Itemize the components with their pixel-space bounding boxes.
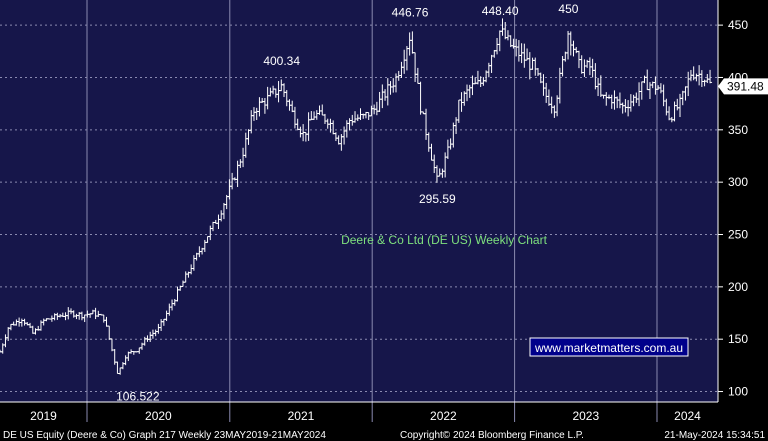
footer-left: DE US Equity (Deere & Co) Graph 217 Week…: [3, 430, 326, 441]
price-annotation: 295.59: [419, 192, 456, 206]
chart-title: Deere & Co Ltd (DE US) Weekly Chart: [341, 233, 548, 247]
watermark-box[interactable]: www.marketmatters.com.au: [529, 337, 689, 357]
x-axis: 2019 2020 2021 2022 2023 2024: [30, 409, 701, 423]
x-tick-label: 2024: [674, 409, 701, 423]
y-tick-label: 200: [728, 280, 748, 294]
y-tick-label: 350: [728, 123, 748, 137]
footer-center: Copyright© 2024 Bloomberg Finance L.P.: [400, 430, 584, 441]
x-tick-label: 2022: [430, 409, 457, 423]
footer-right: 21-May-2024 15:34:51: [664, 430, 765, 441]
x-tick-label: 2023: [572, 409, 599, 423]
y-tick-label: 100: [728, 385, 748, 399]
y-tick-label: 150: [728, 332, 748, 346]
price-annotation: 400.34: [263, 54, 300, 68]
chart-background: [0, 0, 718, 402]
price-annotation: 106.522: [116, 390, 160, 404]
price-annotation: 450: [558, 2, 578, 16]
year-separators: [86, 0, 658, 422]
price-annotation: 448.40: [482, 4, 519, 18]
price-bar: [708, 69, 713, 84]
annotations: 106.522 400.34 446.76 295.59 448.40 450: [116, 2, 579, 404]
y-tick-label: 250: [728, 228, 748, 242]
watermark-url[interactable]: www.marketmatters.com.au: [534, 341, 683, 355]
y-tick-label: 300: [728, 175, 748, 189]
x-tick-label: 2021: [288, 409, 315, 423]
y-tick-label: 450: [728, 18, 748, 32]
last-price-value: 391.48: [727, 79, 764, 93]
x-tick-label: 2020: [145, 409, 172, 423]
x-tick-label: 2019: [30, 409, 57, 423]
last-price-label: 391.48: [718, 78, 768, 95]
price-annotation: 446.76: [392, 6, 429, 20]
price-series: [0, 18, 713, 375]
